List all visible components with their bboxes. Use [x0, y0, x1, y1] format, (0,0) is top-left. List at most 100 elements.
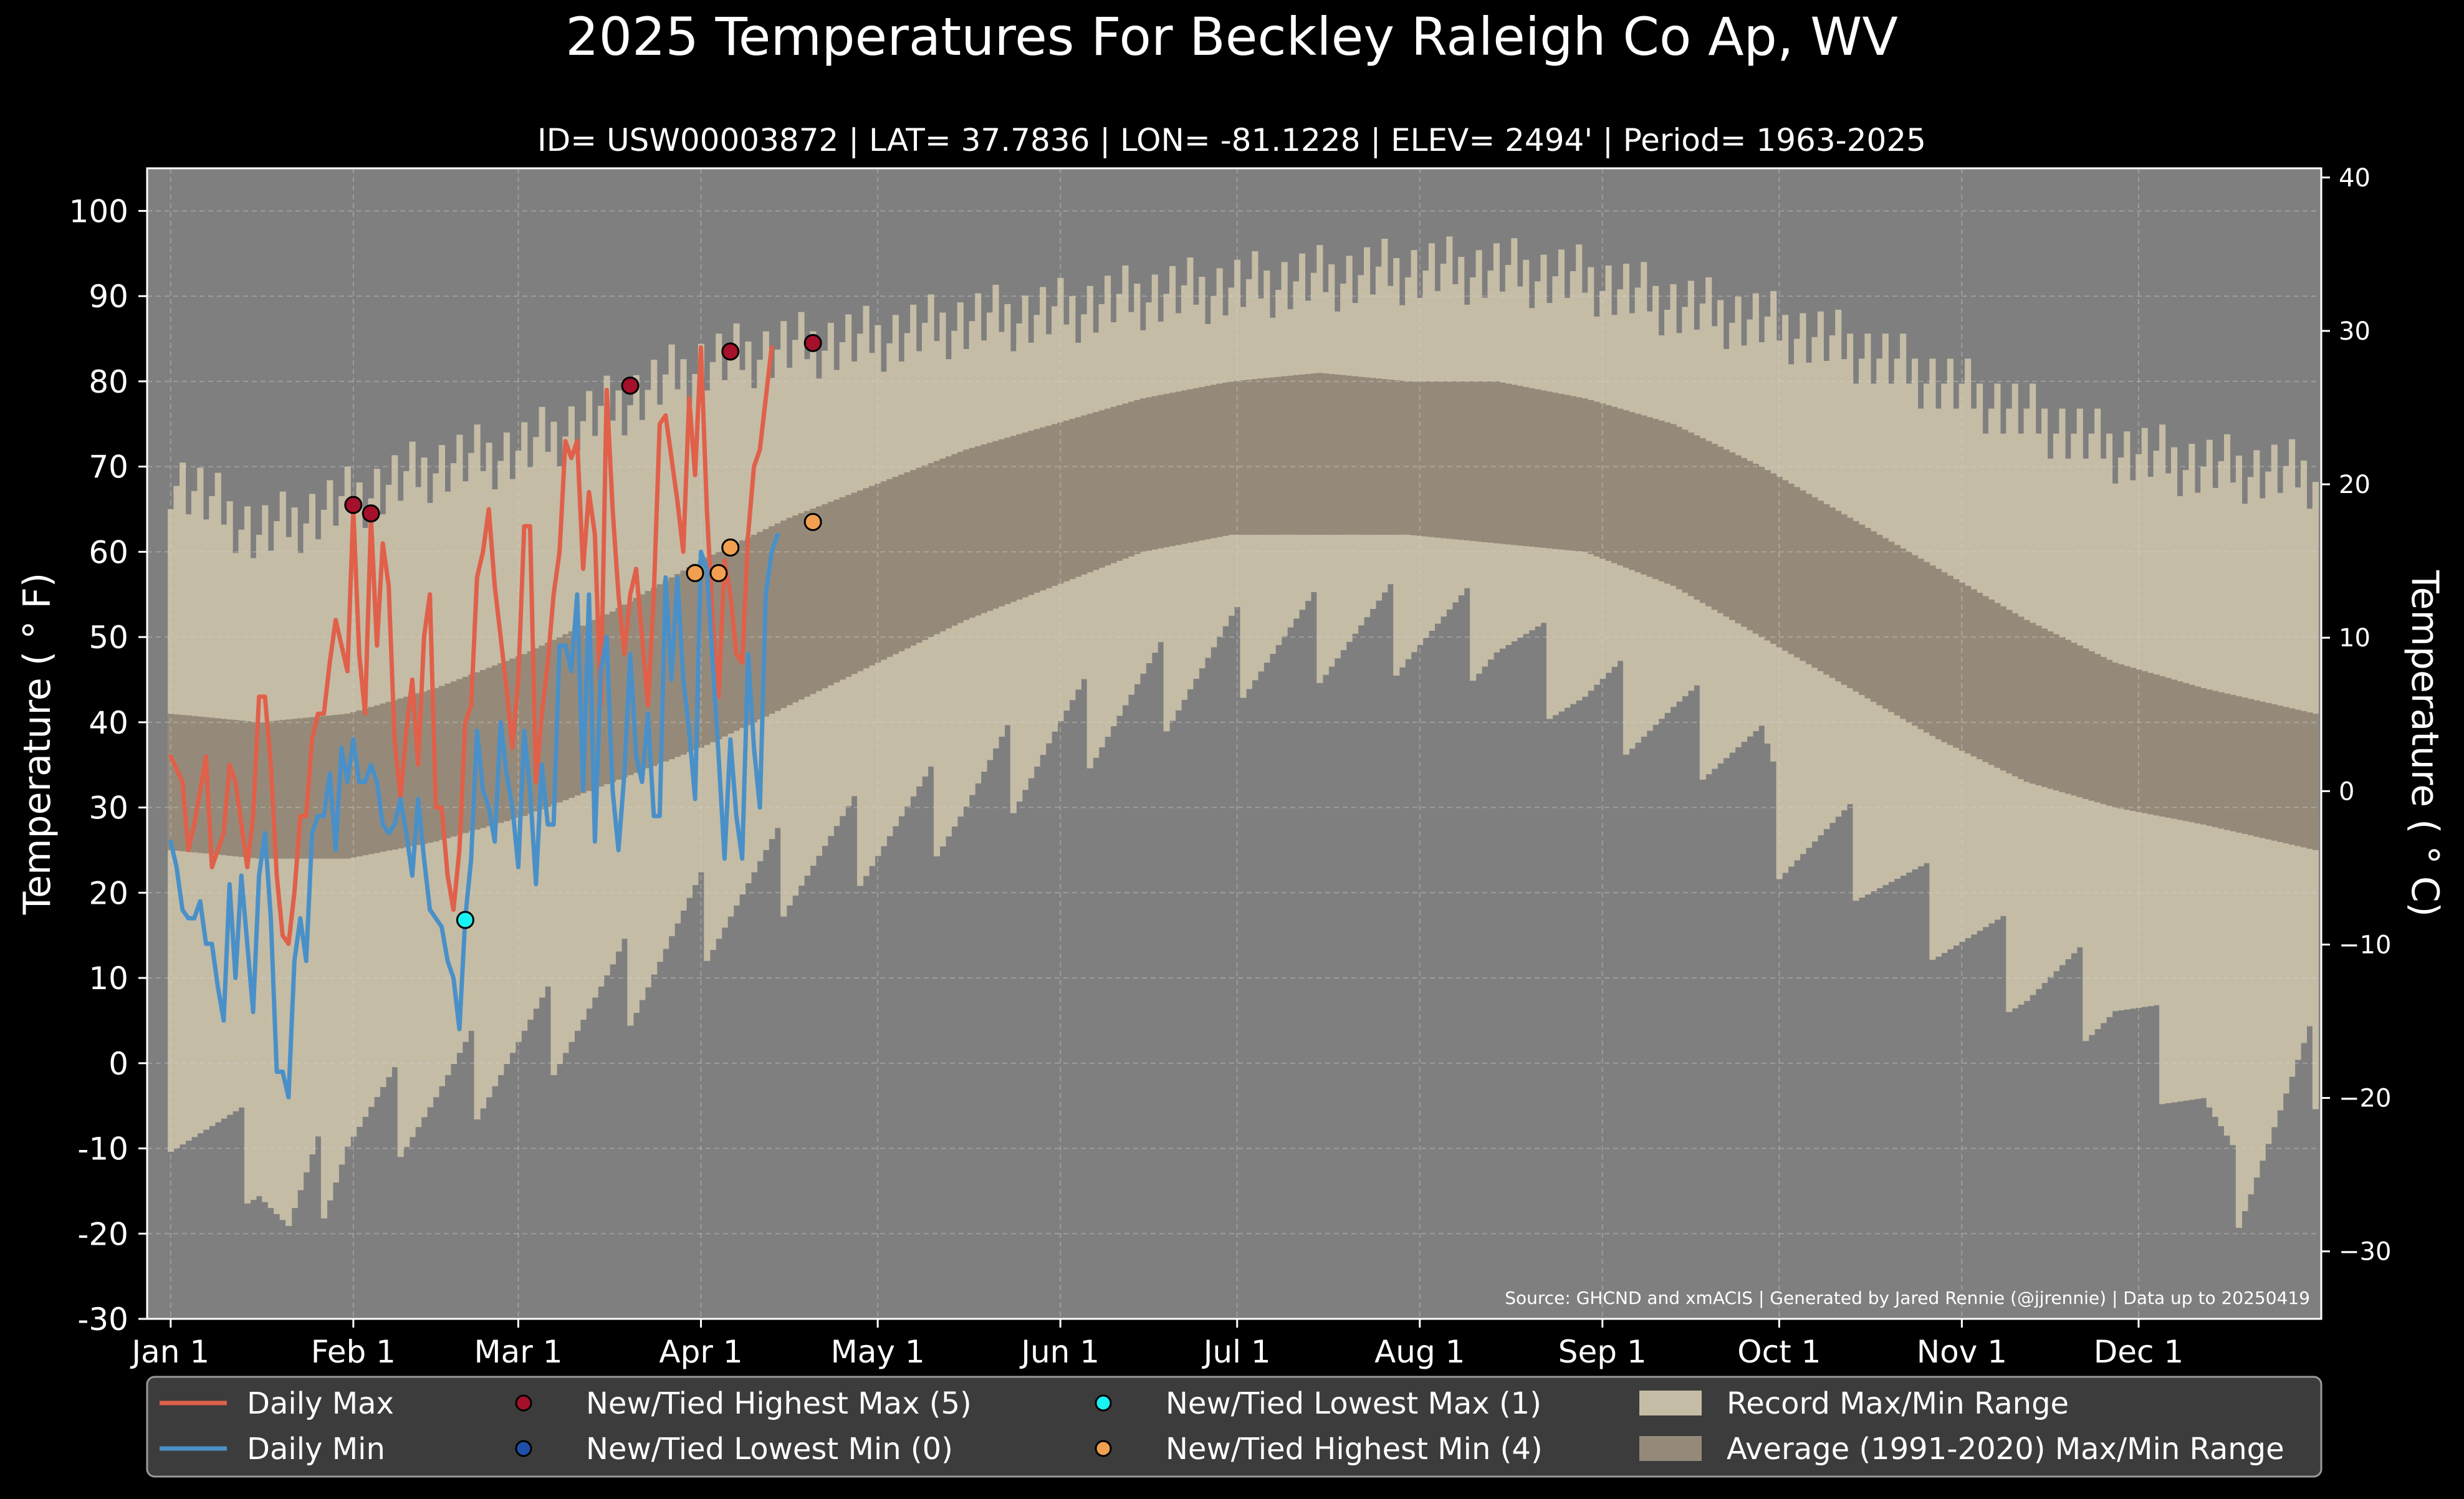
x-tick-label: Oct 1: [1737, 1334, 1821, 1370]
average-range-bar: [2224, 693, 2231, 830]
average-range-bar: [1634, 413, 1641, 573]
average-range-bar: [1705, 441, 1712, 606]
x-tick-label: Jun 1: [1019, 1334, 1100, 1370]
average-range-bar: [1316, 373, 1323, 535]
average-range-bar: [1970, 589, 1977, 757]
average-range-bar: [1994, 603, 2001, 768]
average-range-bar: [1234, 380, 1241, 535]
average-range-bar: [168, 714, 175, 850]
y-tick-label: -20: [77, 1216, 128, 1252]
chart-title: 2025 Temperatures For Beckley Raleigh Co…: [565, 6, 1898, 67]
y-tick-label: 30: [89, 790, 128, 826]
average-range-bar: [963, 449, 970, 620]
new-tied-highest-max-marker: [721, 342, 740, 361]
average-range-bar: [1052, 424, 1058, 586]
average-range-bar: [1811, 497, 1818, 668]
y2-tick-label: 30: [2339, 317, 2371, 346]
average-range-bar: [380, 703, 386, 852]
average-range-bar: [822, 504, 828, 689]
average-range-bar: [1829, 507, 1836, 678]
average-range-bar: [2083, 648, 2089, 799]
average-range-bar: [656, 584, 663, 764]
average-range-bar: [1788, 483, 1795, 654]
average-range-bar: [2283, 707, 2289, 844]
average-range-bar: [839, 497, 846, 680]
average-range-bar: [998, 439, 1005, 606]
average-range-bar: [338, 714, 345, 859]
average-range-bar: [1540, 390, 1547, 548]
average-range-bar: [1482, 381, 1488, 542]
average-range-bar: [745, 537, 752, 726]
average-range-bar: [1670, 424, 1677, 586]
average-range-bar: [1475, 381, 1482, 542]
average-range-bar: [1004, 438, 1011, 605]
average-range-bar: [415, 693, 422, 845]
average-range-bar: [1175, 391, 1182, 545]
average-range-bar: [527, 651, 534, 814]
average-range-bar: [1694, 435, 1700, 600]
daily-max-line: [168, 345, 774, 946]
new-tied-highest-min-marker: [803, 512, 822, 531]
average-range-bar: [898, 474, 905, 651]
average-range-bar: [1128, 401, 1134, 557]
x-tick-label: Aug 1: [1374, 1334, 1465, 1370]
average-range-bar: [1611, 406, 1618, 563]
y-tick-label: -10: [77, 1131, 128, 1167]
average-range-bar: [1752, 464, 1759, 634]
average-range-bar: [1564, 395, 1571, 550]
new-tied-highest-max-marker: [344, 496, 363, 514]
average-range-bar: [1358, 376, 1364, 535]
average-range-bar: [297, 718, 304, 859]
average-range-bar: [545, 643, 552, 807]
average-range-bar: [1740, 457, 1747, 627]
average-range-bar: [1399, 380, 1406, 535]
average-range-bar: [185, 715, 192, 852]
average-range-bar: [928, 463, 934, 638]
average-range-bar: [975, 446, 982, 616]
legend-label-lo-min: New/Tied Lowest Min (0): [586, 1432, 953, 1467]
average-range-bar: [651, 587, 658, 766]
average-range-bar: [916, 467, 923, 643]
average-range-bar: [2030, 623, 2036, 784]
average-range-bar: [957, 451, 964, 623]
y2-tick-label: 10: [2339, 624, 2371, 653]
average-range-bar: [1252, 379, 1258, 535]
average-range-bar: [1988, 599, 1995, 765]
average-range-bar: [1417, 381, 1424, 536]
y-axis-celsius: 40 30 20 10 0 −10 −20 −30: [2321, 164, 2391, 1267]
average-range-bar: [704, 557, 711, 745]
average-range-bar: [2047, 631, 2054, 789]
average-range-bar: [315, 716, 322, 859]
average-range-bar: [492, 665, 499, 825]
average-range-bar: [2241, 697, 2248, 834]
average-range-bar: [1641, 415, 1647, 575]
average-range-bar: [922, 465, 929, 640]
average-range-bar: [1299, 374, 1306, 535]
average-range-bar: [2006, 610, 2013, 773]
average-range-bar: [1122, 403, 1129, 559]
average-range-bar: [1593, 401, 1600, 557]
average-range-bar: [2253, 700, 2260, 837]
average-range-bar: [1422, 381, 1429, 537]
average-range-bar: [2141, 671, 2148, 813]
average-range-bar: [574, 628, 581, 796]
average-range-bar: [515, 656, 522, 818]
average-range-bar: [2306, 712, 2313, 849]
average-range-bar: [886, 479, 893, 657]
average-range-bar: [1163, 393, 1170, 547]
x-tick-label: Jul 1: [1202, 1334, 1271, 1370]
average-range-bar: [933, 461, 940, 635]
legend-swatch-avg: [1639, 1436, 1702, 1461]
average-range-bar: [1588, 400, 1594, 554]
average-range-bar: [1293, 375, 1300, 535]
average-range-bar: [456, 679, 463, 835]
average-range-bar: [209, 717, 216, 855]
average-range-bar: [827, 502, 834, 686]
average-range-bar: [2071, 643, 2078, 796]
average-range-bar: [780, 520, 787, 708]
average-range-bar: [1375, 378, 1382, 535]
new-tied-highest-max-marker: [362, 504, 380, 523]
average-range-bar: [1146, 397, 1153, 551]
average-range-bar: [1228, 381, 1235, 535]
average-range-bar: [557, 637, 563, 803]
